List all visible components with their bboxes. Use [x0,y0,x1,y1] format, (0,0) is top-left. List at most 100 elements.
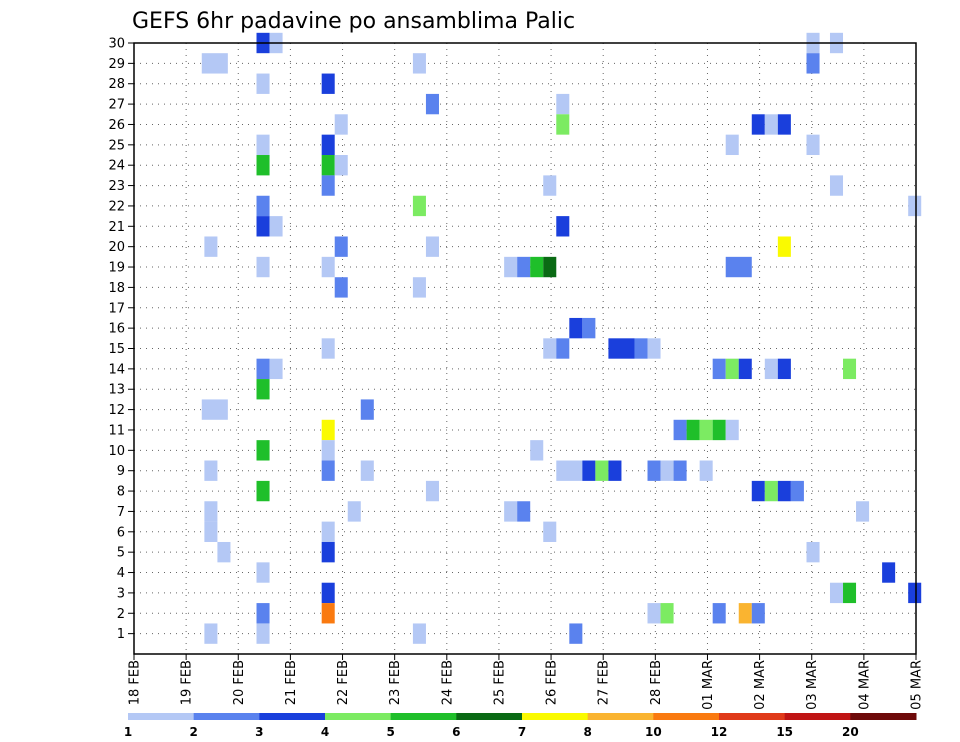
heatmap-cell [425,480,439,502]
heatmap-cell [256,134,270,156]
heatmap-cell [556,460,583,481]
y-tick-label: 21 [108,220,125,235]
heatmap-cell [556,93,570,115]
heatmap-cell [764,114,778,135]
heatmap-cell [829,175,844,196]
heatmap-cell [204,521,218,542]
heatmap-cell [334,155,348,176]
y-tick-label: 6 [117,525,125,540]
heatmap-cell [908,195,922,217]
heatmap-cell [543,338,557,359]
x-tick-label: 19 FEB [180,660,195,705]
heatmap-cell [582,460,596,481]
heatmap-cell [321,582,335,604]
y-tick-label: 9 [117,464,125,479]
legend-label: 4 [321,725,329,739]
legend: 1 2 3 4 5 6 7 8 10 12 15 20 [124,713,917,739]
y-tick-label: 20 [108,240,125,255]
heatmap-cell [764,480,778,502]
y-tick-label: 30 [108,37,125,52]
heatmap-cell [673,419,687,441]
heatmap-cell [569,623,583,644]
legend-swatch [325,713,392,720]
y-tick-label: 27 [108,98,125,113]
heatmap-cell [334,114,348,135]
heatmap-cell [777,480,791,502]
y-tick-label: 19 [108,261,125,276]
heatmap-cell [204,501,218,522]
y-tick-label: 13 [108,383,125,398]
heatmap-cell [321,73,335,94]
legend-swatch [587,713,654,720]
y-tick-label: 15 [108,342,125,357]
heatmap-cell [256,480,270,502]
heatmap-cell [321,175,335,196]
y-tick-label: 3 [117,586,125,601]
heatmap-cell [882,562,896,583]
heatmap-cell [543,256,557,278]
heatmap-cell [725,358,739,380]
heatmap-cell [699,460,713,481]
x-tick-label: 24 FEB [440,660,455,705]
heatmap-cell [256,216,270,237]
x-tick-label: 18 FEB [128,660,143,705]
heatmap-cell [556,114,570,135]
heatmap-cell [256,440,270,461]
heatmap-cell [582,317,596,339]
heatmap-cell [660,603,674,624]
x-axis: 18 FEB 19 FEB 20 FEB 21 FEB 22 FEB 23 FEB 24 F… [128,654,925,710]
heatmap-cell [321,155,335,176]
legend-swatch [390,713,457,720]
heatmap-cell [321,521,335,542]
y-tick-label: 23 [108,179,125,194]
heatmap-cell [647,603,661,624]
heatmap-cell [269,358,283,380]
legend-label: 10 [645,725,662,739]
heatmap-cell [256,562,270,583]
x-tick-label: 03 MAR [805,660,820,710]
legend-swatch [193,713,260,720]
heatmap-cell [256,358,270,380]
heatmap-cell [751,114,765,135]
x-tick-label: 26 FEB [545,660,560,705]
heatmap-cell [712,358,726,380]
heatmap-cell [204,460,218,481]
heatmap-cell [504,501,518,522]
heatmap-cell [517,501,531,522]
y-tick-label: 14 [108,362,125,377]
heatmap-cell [647,338,661,359]
heatmap-cell [843,358,857,380]
y-tick-label: 18 [108,281,125,296]
legend-swatch [784,713,851,720]
legend-swatch [456,713,523,720]
heatmap-cell [608,338,635,359]
legend-label: 2 [189,725,197,739]
heatmap-cell [699,419,713,441]
heatmap-cell [647,460,661,481]
legend-label: 20 [842,725,859,739]
heatmap-cell [556,338,570,359]
heatmap-cell [738,603,752,624]
y-tick-label: 24 [108,159,125,174]
chart-title: GEFS 6hr padavine po ansamblima Palic [132,9,575,34]
heatmap-cell [504,256,518,278]
heatmap-cell [412,195,426,217]
legend-label: 12 [711,725,728,739]
heatmap-cell [360,460,374,481]
y-tick-label: 16 [108,322,125,337]
heatmap-cell [856,501,870,522]
heatmap-cell [321,134,335,156]
heatmap-cell [725,134,739,156]
legend-swatch [259,713,326,720]
heatmap-cell [204,623,218,644]
y-tick-label: 11 [108,423,125,438]
heatmap-cell [321,460,335,481]
y-tick-label: 1 [117,627,125,642]
heatmap-cell [321,603,335,624]
heatmap-cell [751,603,765,624]
heatmap-cell [530,440,544,461]
heatmap-cell [712,603,726,624]
heatmap-cell [360,399,374,420]
heatmap-cell [321,541,335,563]
